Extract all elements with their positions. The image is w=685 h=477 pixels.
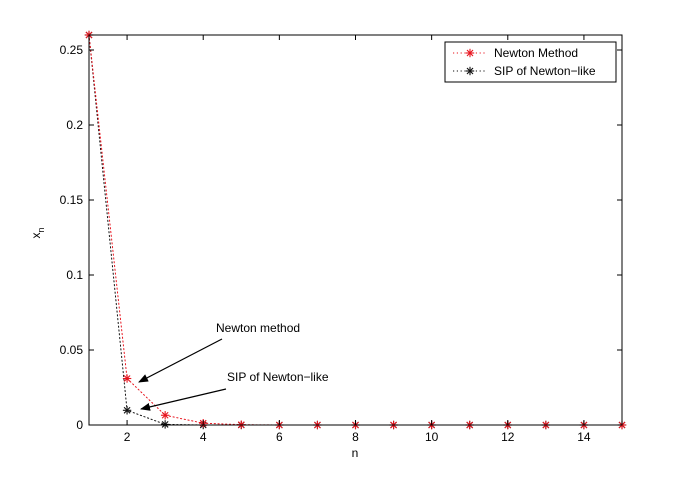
y-tick-label: 0 (76, 418, 83, 432)
y-tick-label: 0.25 (60, 43, 84, 57)
x-tick-label: 10 (425, 430, 439, 444)
legend-marker (465, 66, 475, 76)
x-tick-label: 4 (200, 430, 207, 444)
data-point (122, 374, 132, 383)
data-point (160, 420, 170, 429)
legend-label: SIP of Newton−like (494, 64, 596, 78)
y-axis-label-main: x (29, 233, 43, 239)
y-axis-label: xn (29, 227, 46, 238)
plot-area (89, 35, 622, 425)
y-tick-label: 0.05 (60, 343, 84, 357)
y-tick-label: 0.1 (66, 268, 83, 282)
x-tick-label: 14 (577, 430, 591, 444)
annotation-arrow (138, 338, 223, 383)
legend-label: Newton Method (494, 46, 578, 60)
annotation-arrow (140, 388, 227, 411)
x-tick-label: 12 (501, 430, 515, 444)
data-point (160, 411, 170, 420)
x-tick-label: 6 (276, 430, 283, 444)
legend: Newton Method SIP of Newton−like (444, 41, 617, 83)
x-tick-label: 2 (124, 430, 131, 444)
y-tick-label: 0.15 (60, 193, 84, 207)
legend-entry: SIP of Newton−like (453, 64, 596, 78)
x-tick-label: 8 (352, 430, 359, 444)
data-point (122, 406, 132, 415)
x-axis-label: n (352, 446, 359, 460)
legend-marker (465, 48, 475, 58)
y-axis-label-subscript: n (36, 227, 46, 232)
annotation-label: SIP of Newton−like (227, 370, 329, 384)
legend-entry: Newton Method (453, 46, 578, 60)
annotation-label: Newton method (216, 321, 300, 335)
legend-box (444, 41, 617, 83)
y-tick-label: 0.2 (66, 118, 83, 132)
